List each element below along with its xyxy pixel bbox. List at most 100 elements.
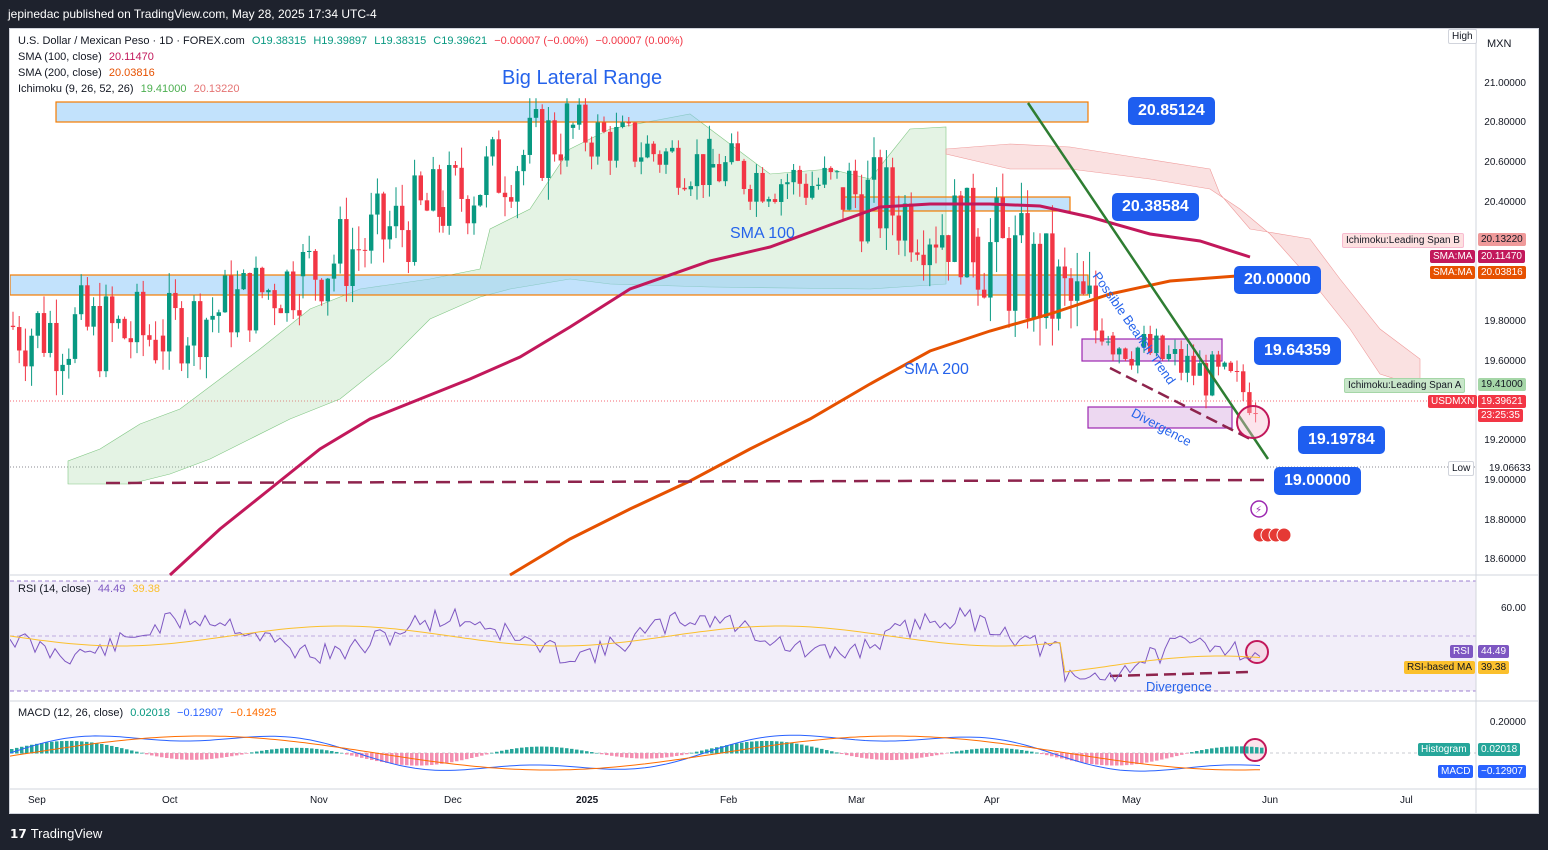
big-range-label: Big Lateral Range <box>502 67 663 89</box>
symbol-label[interactable]: U.S. Dollar / Mexican Peso · 1D · FOREX.… <box>18 35 245 47</box>
candle-body <box>1172 349 1178 354</box>
currency-label[interactable]: MXN <box>1487 38 1512 50</box>
macd-histogram-bar <box>795 743 799 754</box>
event-flag-icon-4[interactable] <box>1276 527 1292 543</box>
chart-canvas[interactable]: ⚡ <box>10 29 1538 813</box>
candle-body <box>72 314 78 359</box>
candle-body <box>440 207 446 226</box>
event-lightning-icon[interactable] <box>1250 500 1268 518</box>
candle-body <box>356 249 361 251</box>
macd-histogram-bar <box>1190 752 1194 754</box>
macd-histogram-bar <box>1035 752 1039 754</box>
level-tag-6[interactable]: 19.00000 <box>1274 467 1361 495</box>
candle-body <box>66 358 71 365</box>
rsi-legend[interactable]: RSI (14, close) 44.49 39.38 <box>18 583 164 595</box>
candle-body <box>601 122 607 132</box>
macd-histogram-bar <box>1170 753 1174 758</box>
candle-body <box>952 195 957 262</box>
candle-body <box>735 143 740 161</box>
ichimoku-legend-v2: 20.13220 <box>193 83 240 95</box>
candle-body <box>988 242 993 298</box>
level-tag-2[interactable]: 20.38584 <box>1112 193 1199 221</box>
candle-body <box>91 305 96 327</box>
ichimoku-a-tag-value: 19.41000 <box>1478 378 1526 391</box>
macd-histogram-bar <box>1180 753 1184 755</box>
sma100-legend[interactable]: SMA (100, close) 20.11470 <box>18 51 158 63</box>
macd-histogram-bar <box>640 753 644 759</box>
candle-body <box>620 122 625 127</box>
macd-histogram-bar <box>1235 746 1239 754</box>
macd-histogram-bar <box>255 751 259 754</box>
macd-legend-v1: 0.02018 <box>130 707 170 719</box>
macd-histogram-bar <box>730 744 734 754</box>
candle-body <box>496 139 501 193</box>
candle-body <box>663 151 669 165</box>
low-value: L19.38315 <box>374 35 427 47</box>
macd-histogram-bar <box>490 752 494 754</box>
candle-body <box>437 169 442 217</box>
candle-body <box>902 203 908 241</box>
macd-histogram-bar <box>775 741 779 754</box>
macd-histogram-bar <box>545 746 549 754</box>
macd-histogram-bar <box>435 753 439 765</box>
macd-histogram-bar <box>535 746 539 754</box>
macd-histogram-bar <box>450 753 454 763</box>
price-tick: 20.80000 <box>1484 117 1526 128</box>
macd-histogram-bar <box>1065 753 1069 760</box>
macd-histogram-bar <box>905 753 909 760</box>
candle-body <box>521 154 526 172</box>
macd-histogram-bar <box>310 748 314 754</box>
candle-body <box>645 143 650 158</box>
macd-histogram-bar <box>870 753 874 760</box>
level-tag-1[interactable]: 20.85124 <box>1128 97 1215 125</box>
candle-body <box>29 335 34 367</box>
candle-body <box>797 169 802 184</box>
macd-histogram-bar <box>530 746 534 754</box>
candle-body <box>17 327 22 351</box>
candle-body <box>147 335 152 340</box>
candle-body <box>103 296 109 372</box>
candle-body <box>116 318 121 324</box>
macd-histogram-bar <box>1215 747 1219 754</box>
candle-body <box>1241 371 1246 393</box>
candle-body <box>471 205 477 224</box>
candle-body <box>173 292 178 309</box>
candle-body <box>657 154 662 165</box>
candle-body <box>760 172 765 202</box>
macd-histogram-bar <box>25 745 29 754</box>
tradingview-logo[interactable]: 𝟭𝟳 TradingView <box>10 826 102 841</box>
macd-histogram-bar <box>1095 753 1099 765</box>
rsi-ma-tag-label: RSI-based MA <box>1404 661 1476 674</box>
candle-body <box>502 192 508 198</box>
macd-histogram-bar <box>190 753 194 760</box>
rsi-legend-v2: 39.38 <box>132 583 160 595</box>
level-tag-5[interactable]: 19.19784 <box>1298 426 1385 454</box>
sma200-legend[interactable]: SMA (200, close) 20.03816 <box>18 67 159 79</box>
macd-histogram-bar <box>340 752 344 754</box>
macd-histogram-bar <box>635 753 639 759</box>
macd-histogram-bar <box>990 748 994 754</box>
macd-histogram-bar <box>100 743 104 754</box>
ichimoku-a-tag-label: Ichimoku:Leading Span A <box>1344 378 1466 393</box>
candle-body <box>331 263 337 279</box>
candle-body <box>791 169 796 183</box>
macd-legend[interactable]: MACD (12, 26, close) 0.02018 −0.12907 −0… <box>18 707 280 719</box>
candle-body <box>1000 197 1005 239</box>
level-tag-4[interactable]: 19.64359 <box>1254 337 1341 365</box>
ichimoku-legend[interactable]: Ichimoku (9, 26, 52, 26) 19.41000 20.132… <box>18 83 243 95</box>
chart-frame[interactable]: ⚡ U.S. Dollar / Mexican Peso · 1D · FORE… <box>9 28 1539 814</box>
macd-histogram-bar <box>475 753 479 757</box>
rsi-tag-value: 44.49 <box>1478 645 1510 658</box>
macd-histogram-bar <box>910 753 914 759</box>
macd-histogram-bar <box>790 742 794 754</box>
level-tag-3[interactable]: 20.00000 <box>1234 266 1321 294</box>
macd-histogram-bar <box>1030 751 1034 754</box>
ichimoku-cloud-green <box>67 113 947 485</box>
candle-body <box>853 170 858 195</box>
candle-body <box>546 120 551 178</box>
price-tick: 20.40000 <box>1484 197 1526 208</box>
candle-body <box>1019 213 1024 236</box>
candle-body <box>552 120 557 155</box>
main-legend: U.S. Dollar / Mexican Peso · 1D · FOREX.… <box>18 35 687 47</box>
usdmxn-tag-value: 19.39621 <box>1478 395 1526 408</box>
